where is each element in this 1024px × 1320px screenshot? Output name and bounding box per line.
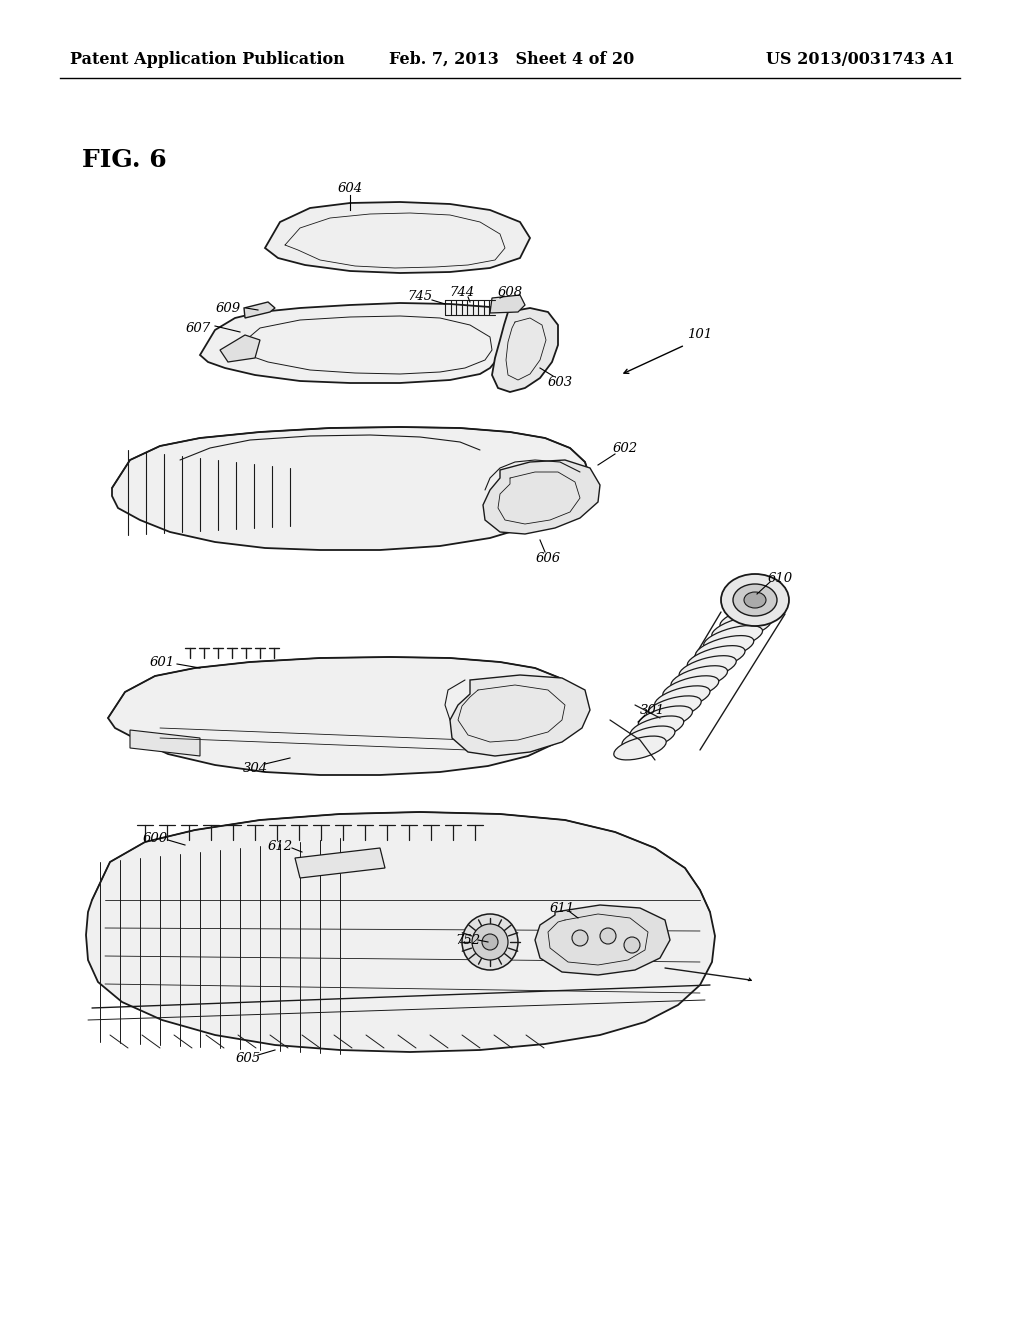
Circle shape <box>572 931 588 946</box>
Ellipse shape <box>622 726 675 750</box>
Text: 101: 101 <box>687 329 713 342</box>
Ellipse shape <box>646 696 701 721</box>
Polygon shape <box>490 294 525 313</box>
Text: FIG. 6: FIG. 6 <box>82 148 167 172</box>
Polygon shape <box>450 675 590 756</box>
Text: 602: 602 <box>612 441 638 454</box>
Polygon shape <box>492 308 558 392</box>
Ellipse shape <box>733 583 777 616</box>
Text: US 2013/0031743 A1: US 2013/0031743 A1 <box>766 51 955 69</box>
Ellipse shape <box>744 591 766 609</box>
Text: 600: 600 <box>142 832 168 845</box>
Ellipse shape <box>671 665 727 690</box>
Text: 603: 603 <box>548 375 572 388</box>
Text: 611: 611 <box>550 902 574 915</box>
Text: Feb. 7, 2013   Sheet 4 of 20: Feb. 7, 2013 Sheet 4 of 20 <box>389 51 635 69</box>
Polygon shape <box>130 730 200 756</box>
Text: 606: 606 <box>536 552 560 565</box>
Text: 605: 605 <box>236 1052 260 1064</box>
Ellipse shape <box>638 706 692 730</box>
Ellipse shape <box>679 656 736 680</box>
Ellipse shape <box>630 715 684 741</box>
Text: 745: 745 <box>408 289 432 302</box>
Polygon shape <box>265 202 530 273</box>
Ellipse shape <box>654 686 710 710</box>
Circle shape <box>600 928 616 944</box>
Text: 301: 301 <box>639 704 665 717</box>
Ellipse shape <box>712 615 771 640</box>
Polygon shape <box>483 459 600 535</box>
Circle shape <box>482 935 498 950</box>
Polygon shape <box>220 335 260 362</box>
Ellipse shape <box>687 645 745 671</box>
Polygon shape <box>108 657 585 775</box>
Ellipse shape <box>695 636 754 660</box>
Ellipse shape <box>663 676 719 700</box>
Ellipse shape <box>613 737 667 760</box>
Circle shape <box>462 913 518 970</box>
Text: 744: 744 <box>450 285 474 298</box>
Text: 612: 612 <box>267 840 293 853</box>
Text: 304: 304 <box>243 762 267 775</box>
Ellipse shape <box>720 606 780 631</box>
Text: 608: 608 <box>498 285 522 298</box>
Polygon shape <box>535 906 670 975</box>
Text: 752: 752 <box>456 933 480 946</box>
Ellipse shape <box>703 626 763 651</box>
Polygon shape <box>112 426 590 550</box>
Polygon shape <box>295 847 385 878</box>
Text: 610: 610 <box>767 572 793 585</box>
Polygon shape <box>86 812 715 1052</box>
Polygon shape <box>200 304 520 383</box>
Text: 604: 604 <box>338 181 362 194</box>
Circle shape <box>472 924 508 960</box>
Text: 607: 607 <box>185 322 211 334</box>
Polygon shape <box>244 302 275 318</box>
Text: Patent Application Publication: Patent Application Publication <box>70 51 345 69</box>
Ellipse shape <box>721 574 790 626</box>
Circle shape <box>624 937 640 953</box>
Text: 601: 601 <box>150 656 174 668</box>
Text: 609: 609 <box>215 301 241 314</box>
